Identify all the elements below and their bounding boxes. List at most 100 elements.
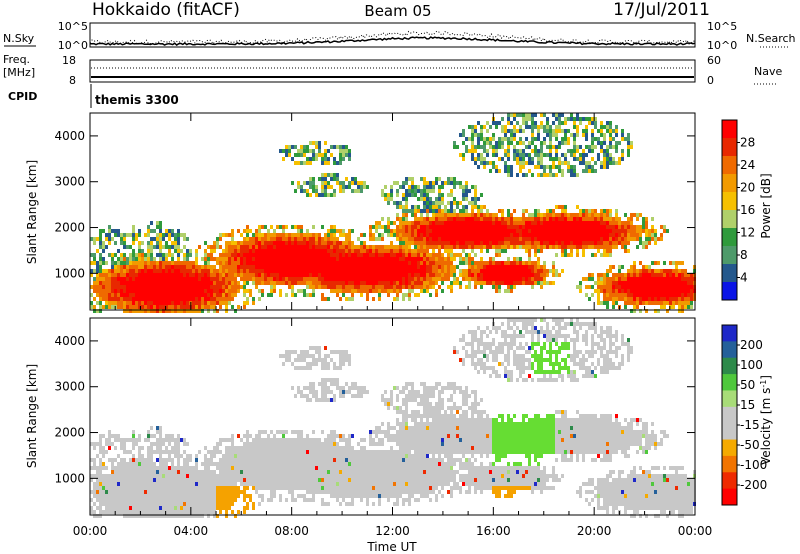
power-cell (408, 245, 411, 249)
power-cell (384, 277, 387, 281)
power-cell (411, 209, 414, 213)
power-cell (177, 229, 180, 233)
power-cell (495, 221, 498, 225)
velocity-cell (141, 462, 144, 466)
power-cell (243, 293, 246, 297)
power-cell (657, 281, 660, 285)
power-cell (192, 285, 195, 289)
power-cell (210, 257, 213, 261)
velocity-cell (222, 470, 225, 474)
power-cell (543, 221, 546, 225)
power-cell (612, 145, 615, 149)
power-cell (498, 289, 501, 293)
velocity-cell (216, 506, 219, 510)
power-cell (663, 281, 666, 285)
power-cell (489, 125, 492, 129)
power-cell (117, 273, 120, 277)
power-cell (666, 269, 669, 273)
power-cell (585, 293, 588, 297)
velocity-cell (90, 474, 93, 478)
power-cell (525, 245, 528, 249)
velocity-cell (198, 482, 201, 486)
power-cell (213, 281, 216, 285)
power-cell (477, 245, 480, 249)
power-cell (144, 233, 147, 237)
power-cell (168, 297, 171, 301)
power-cell (576, 225, 579, 229)
power-cell (633, 297, 636, 301)
power-cell (528, 249, 531, 253)
power-cell (516, 129, 519, 133)
power-cell (228, 249, 231, 253)
power-cell (156, 285, 159, 289)
power-cell (597, 281, 600, 285)
power-cell (105, 305, 108, 309)
power-cell (354, 249, 357, 253)
power-cell (615, 273, 618, 277)
power-cell (342, 285, 345, 289)
velocity-cell (117, 466, 120, 470)
power-cell (654, 229, 657, 233)
power-cell (558, 233, 561, 237)
power-cell (222, 297, 225, 301)
velocity-cell (123, 482, 126, 486)
power-cell (339, 285, 342, 289)
power-cell (477, 133, 480, 137)
velocity-cell (117, 494, 120, 498)
power-cell (573, 173, 576, 177)
power-cell (483, 161, 486, 165)
power-cell (543, 137, 546, 141)
power-cell (309, 273, 312, 277)
power-cell (555, 273, 558, 277)
power-cell (378, 285, 381, 289)
velocity-cell (126, 478, 129, 482)
power-cell (462, 273, 465, 277)
power-cell (159, 257, 162, 261)
power-cell (303, 233, 306, 237)
power-cell (690, 293, 693, 297)
power-cell (468, 229, 471, 233)
power-cell (621, 157, 624, 161)
power-cell (408, 277, 411, 281)
velocity-cell (132, 482, 135, 486)
power-cell (621, 281, 624, 285)
power-cell (645, 233, 648, 237)
power-cell (639, 213, 642, 217)
velocity-cell (237, 454, 240, 458)
power-cell (492, 153, 495, 157)
power-cell (681, 289, 684, 293)
power-cell (492, 281, 495, 285)
power-cell (207, 245, 210, 249)
power-cell (681, 269, 684, 273)
velocity-cell (126, 466, 129, 470)
power-cell (318, 257, 321, 261)
velocity-cell (123, 502, 126, 506)
power-cell (285, 225, 288, 229)
freq-label-line1: Freq. (3, 53, 30, 66)
power-cell (459, 281, 462, 285)
power-cell (501, 269, 504, 273)
power-cell (486, 141, 489, 145)
power-cell (366, 245, 369, 249)
power-cell (624, 241, 627, 245)
power-cell (606, 253, 609, 257)
power-cell (471, 145, 474, 149)
power-cell (381, 281, 384, 285)
power-cell (330, 173, 333, 177)
power-cell (228, 269, 231, 273)
velocity-cell (189, 502, 192, 506)
velocity-cell (114, 470, 117, 474)
power-cell (141, 301, 144, 305)
power-cell (108, 273, 111, 277)
power-cell (204, 273, 207, 277)
power-cell (393, 253, 396, 257)
power-cell (381, 245, 384, 249)
power-cell (324, 181, 327, 185)
power-cell (189, 289, 192, 293)
power-cell (429, 185, 432, 189)
power-cell (375, 265, 378, 269)
power-cell (648, 301, 651, 305)
power-cell (579, 245, 582, 249)
power-cell (168, 281, 171, 285)
power-cell (156, 293, 159, 297)
